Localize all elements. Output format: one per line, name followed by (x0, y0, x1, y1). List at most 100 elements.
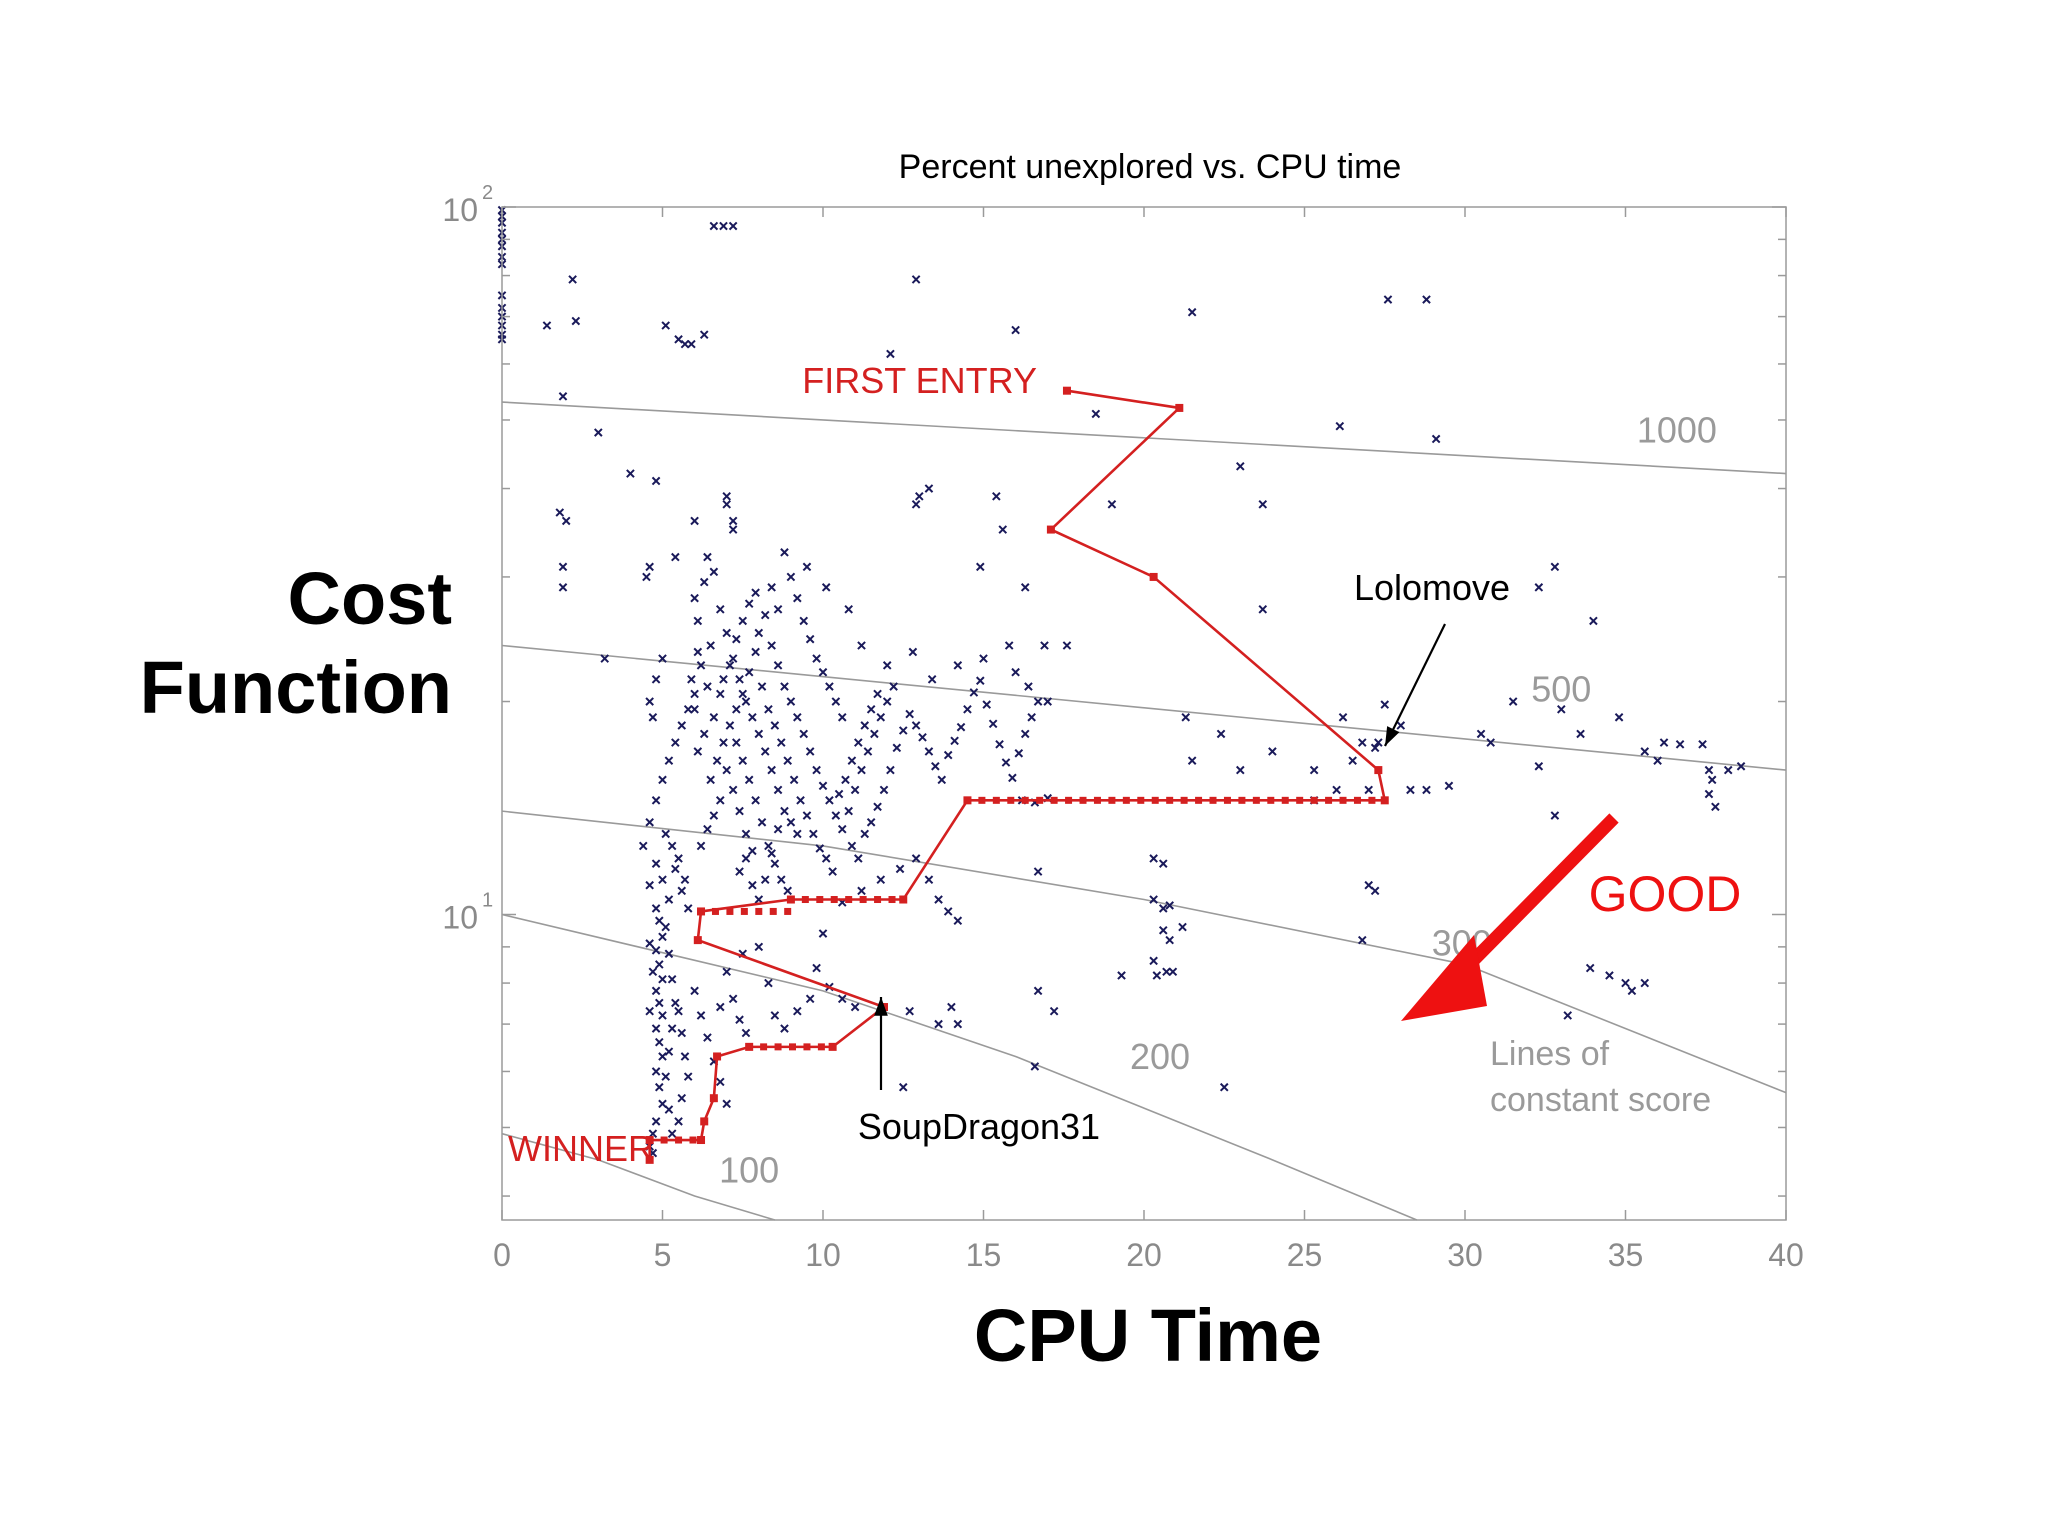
data-point (1534, 761, 1544, 771)
data-point (1335, 421, 1345, 431)
data-point (837, 994, 847, 1004)
path-marker (816, 896, 824, 904)
data-point (773, 824, 783, 834)
data-point (722, 628, 732, 638)
lines-of-constant-score-label: constant score (1490, 1081, 1711, 1119)
path-marker (646, 1136, 654, 1144)
data-point (805, 994, 815, 1004)
path-marker (760, 1043, 768, 1051)
path-marker (1325, 796, 1333, 804)
data-points (497, 205, 1746, 1158)
x-tick-label: 30 (1447, 1237, 1483, 1273)
data-point (658, 775, 667, 785)
data-point (741, 829, 751, 839)
data-point (1614, 712, 1624, 722)
path-marker (689, 1136, 697, 1144)
data-point (651, 859, 661, 868)
data-point (773, 785, 783, 795)
annotations: FIRST ENTRY WINNER Lolomove SoupDragon31 GOO… (508, 360, 1741, 1169)
data-point (1149, 956, 1158, 966)
data-point (677, 721, 687, 730)
soupdragon-arrow (874, 997, 888, 1090)
data-point (931, 761, 940, 771)
data-point (715, 689, 725, 699)
path-marker (697, 1136, 706, 1145)
data-point (1033, 986, 1043, 996)
data-point (754, 628, 764, 638)
data-point (831, 697, 841, 706)
data-point (661, 829, 671, 839)
data-point (719, 674, 728, 684)
data-point (728, 525, 738, 534)
data-point (661, 1072, 671, 1081)
data-point (722, 765, 732, 775)
data-point (645, 939, 654, 948)
data-point (693, 647, 703, 657)
data-point (943, 907, 953, 916)
data-point (1396, 721, 1406, 730)
data-point (982, 700, 992, 709)
data-point (651, 904, 661, 913)
contour-label: 200 (1130, 1036, 1190, 1077)
data-point (918, 733, 927, 742)
data-point (975, 562, 985, 572)
path-marker (1223, 796, 1231, 804)
data-point (709, 811, 719, 820)
data-point (555, 508, 565, 517)
data-point (696, 661, 706, 670)
data-point (1020, 583, 1030, 592)
data-point (757, 817, 767, 827)
data-point (802, 811, 812, 820)
data-point (744, 775, 754, 785)
contour-line (501, 644, 1787, 771)
data-point (1117, 971, 1126, 980)
data-point (667, 1129, 677, 1138)
data-point (773, 605, 783, 614)
data-point (703, 552, 712, 562)
path-marker (859, 896, 867, 904)
data-point (995, 740, 1004, 749)
data-point (1027, 712, 1036, 722)
data-point (866, 817, 876, 827)
data-point (825, 796, 834, 805)
data-point (1736, 761, 1746, 771)
data-point (1380, 700, 1390, 709)
soupdragon-label: SoupDragon31 (858, 1106, 1100, 1147)
data-point (998, 525, 1008, 534)
data-point (882, 661, 892, 670)
data-point (876, 875, 886, 884)
first-entry-label: FIRST ENTRY (802, 360, 1037, 401)
data-point (690, 593, 699, 603)
data-point (783, 756, 792, 765)
path-line (648, 389, 1387, 1160)
data-point (645, 697, 654, 706)
data-point (873, 689, 882, 699)
data-point (786, 572, 796, 582)
data-point (992, 492, 1001, 501)
data-point (1187, 307, 1197, 317)
data-point (1383, 295, 1393, 304)
data-point (1675, 740, 1685, 749)
data-point (770, 1011, 780, 1020)
data-point (953, 661, 963, 670)
path-marker (803, 1043, 811, 1051)
path-marker (1122, 796, 1130, 804)
best-score-path (645, 386, 1389, 1164)
data-point (1011, 667, 1020, 677)
data-point (706, 775, 715, 785)
data-point (911, 275, 921, 284)
path-marker (700, 1117, 709, 1126)
data-point (754, 942, 764, 952)
path-marker (740, 907, 748, 915)
y-tick-exponent: 1 (482, 890, 493, 912)
data-point (1033, 697, 1043, 706)
data-point (1374, 738, 1383, 747)
data-point (898, 1082, 908, 1092)
data-point (1062, 641, 1072, 650)
data-point (600, 654, 610, 663)
path-marker (675, 1136, 683, 1144)
contour-label: 100 (719, 1150, 779, 1191)
data-point (677, 1028, 687, 1038)
data-point (741, 854, 751, 863)
